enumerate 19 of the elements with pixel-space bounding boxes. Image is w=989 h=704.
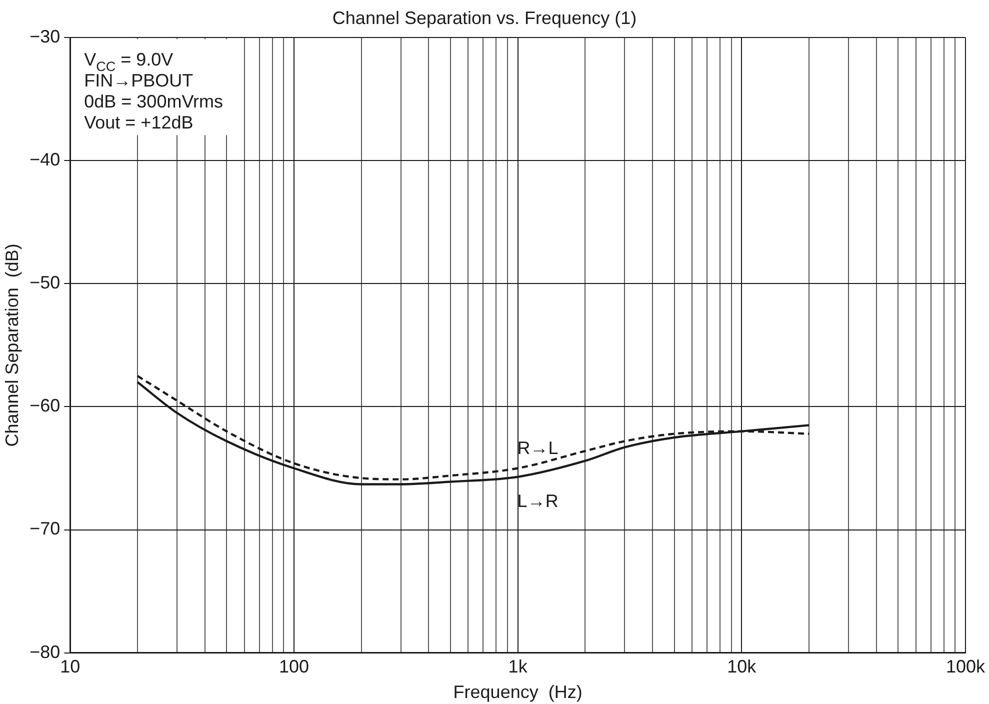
x-tick-label: 10 bbox=[60, 656, 80, 677]
y-tick-label: −40 bbox=[30, 150, 60, 170]
x-tick-label: 1k bbox=[508, 656, 528, 677]
annotation: Vout = +12dB bbox=[84, 112, 194, 133]
y-tick-label: −80 bbox=[30, 642, 60, 662]
chart-title: Channel Separation vs. Frequency (1) bbox=[332, 8, 637, 28]
x-tick-label: 100 bbox=[278, 656, 309, 677]
x-axis-title: Frequency (Hz) bbox=[453, 682, 582, 702]
series-label: L→R bbox=[517, 490, 558, 511]
y-tick-label: −50 bbox=[30, 272, 60, 293]
y-axis-title: Channel Separation (dB) bbox=[2, 244, 22, 447]
series-label: R→L bbox=[517, 438, 558, 458]
annotation: FIN→PBOUT bbox=[84, 70, 194, 91]
x-tick-label: 100k bbox=[946, 656, 986, 677]
annotation: 0dB = 300mVrms bbox=[84, 92, 224, 112]
y-tick-label: −70 bbox=[30, 518, 60, 539]
y-tick-label: −30 bbox=[30, 26, 60, 47]
x-tick-label: 10k bbox=[727, 656, 758, 677]
y-tick-label: −60 bbox=[30, 396, 60, 416]
